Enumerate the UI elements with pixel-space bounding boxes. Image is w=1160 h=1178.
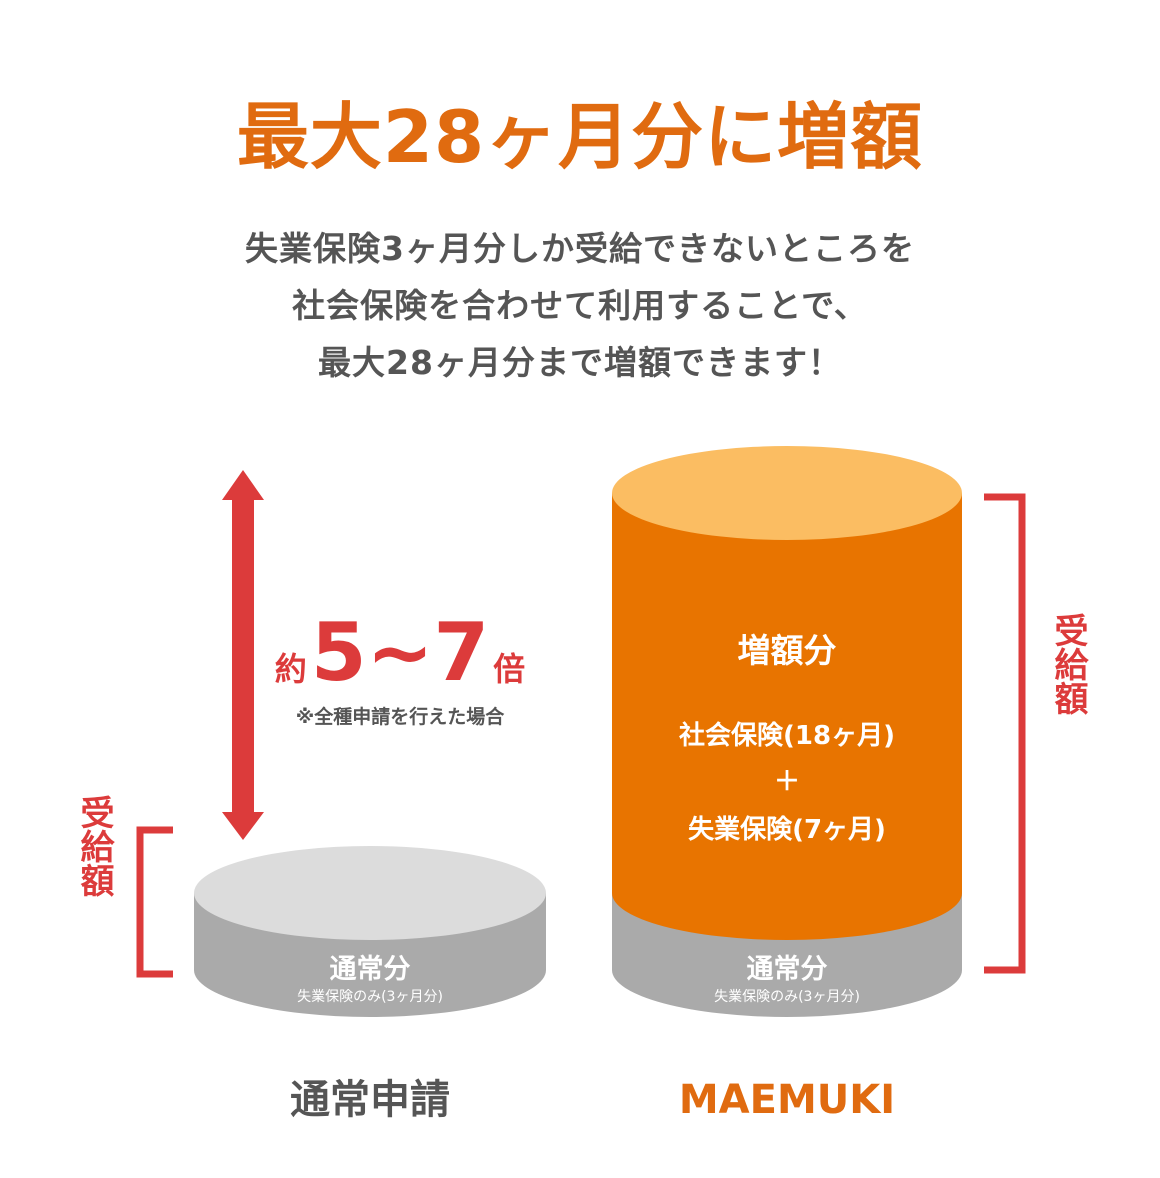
right-cylinder — [612, 446, 962, 1017]
left-bracket — [136, 826, 173, 978]
left-base-label: 通常分 — [330, 954, 411, 985]
right-base-label: 通常分 — [747, 954, 828, 985]
multiplier-suffix: 倍 — [493, 650, 525, 688]
right-base-sublabel: 失業保険のみ(3ヶ月分) — [714, 989, 860, 1005]
multiplier-label: 約5~7 倍 — [275, 606, 525, 699]
right-bracket-label: 受給額 — [1048, 613, 1088, 716]
multiplier-value: 5~7 — [311, 606, 489, 699]
left-caption: 通常申請 — [290, 1077, 450, 1123]
left-cylinder — [194, 846, 546, 1017]
right-caption: MAEMUKI — [679, 1077, 895, 1123]
double-arrow-icon — [222, 470, 264, 840]
description-line-1: 失業保険3ヶ月分しか受給できないところを — [245, 229, 915, 268]
multiplier-note: ※全種申請を行えた場合 — [296, 705, 505, 728]
left-bracket-label: 受給額 — [74, 795, 114, 898]
increase-label: 増額分 — [738, 631, 837, 670]
left-base-sublabel: 失業保険のみ(3ヶ月分) — [297, 989, 443, 1005]
right-bracket — [984, 493, 1026, 974]
increase-line-1: 社会保険(18ヶ月) — [679, 720, 895, 751]
increase-plus: ＋ — [774, 767, 800, 797]
multiplier-prefix: 約 — [275, 650, 307, 688]
description-line-3: 最大28ヶ月分まで増額できます！ — [318, 343, 842, 382]
increase-line-2: 失業保険(7ヶ月) — [688, 814, 886, 845]
description-line-2: 社会保険を合わせて利用することで、 — [292, 286, 868, 325]
page-title: 最大28ヶ月分に増額 — [236, 95, 924, 179]
